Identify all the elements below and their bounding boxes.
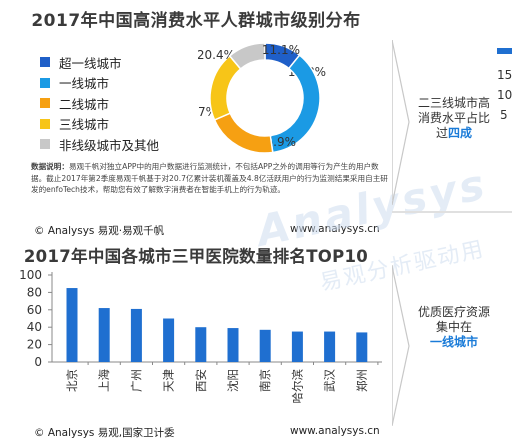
donut-slice bbox=[213, 112, 274, 154]
donut-chart: 10.8%36.9%20.7%20.4%11.1% bbox=[198, 42, 326, 154]
legend-item: 非线级城市及其他 bbox=[40, 134, 159, 155]
partial-bar bbox=[497, 48, 512, 54]
bar bbox=[324, 331, 336, 362]
donut-slice bbox=[228, 42, 266, 70]
x-tick-label: 北京 bbox=[65, 369, 79, 392]
partial-tick-1: 15 bbox=[497, 68, 512, 82]
legend-label: 三线城市 bbox=[59, 117, 110, 133]
chevron-arrow-icon-2 bbox=[392, 266, 410, 426]
website-footer-2: www.analysys.cn bbox=[290, 425, 380, 437]
bar bbox=[259, 329, 271, 362]
source-footer: © Analysys 易观·易观千帆 bbox=[34, 225, 165, 237]
donut-legend: 超一线城市一线城市二线城市三线城市非线级城市及其他 bbox=[40, 52, 159, 155]
x-tick-label: 哈尔滨 bbox=[290, 369, 304, 404]
section-separator bbox=[392, 211, 512, 213]
chevron-arrow-icon bbox=[392, 40, 410, 205]
x-tick-label: 上海 bbox=[97, 369, 111, 392]
divider-bottom bbox=[392, 265, 393, 425]
divider-top bbox=[392, 40, 393, 200]
x-tick-label: 天津 bbox=[162, 369, 176, 392]
bar bbox=[227, 328, 239, 362]
bar bbox=[356, 332, 368, 362]
bar-chart-title: 2017年中国各城市三甲医院数量排名TOP10 bbox=[23, 247, 369, 266]
legend-swatch bbox=[40, 77, 50, 88]
bar bbox=[195, 327, 207, 362]
callout-text-2: 优质医疗资源集中在 bbox=[418, 305, 491, 334]
donut-slice bbox=[209, 54, 242, 121]
legend-label: 二线城市 bbox=[59, 96, 110, 112]
data-note-label: 数据说明： bbox=[31, 162, 69, 171]
y-tick-label: 20 bbox=[27, 338, 42, 352]
donut-value-label: 20.4% bbox=[198, 48, 235, 62]
bar-chart: 0 20 40 60 80 100 北京 上海 广州 天津 西安 沈阳 南京 哈尔滨 武汉 郑州 bbox=[19, 268, 382, 404]
x-tick-label: 武汉 bbox=[323, 369, 337, 392]
x-tick-label: 西安 bbox=[194, 369, 208, 392]
bar bbox=[130, 308, 142, 362]
callout-text-1: 二三线城市高消费水平占比过 bbox=[418, 96, 491, 140]
x-tick-label: 沈阳 bbox=[226, 369, 240, 392]
legend-swatch bbox=[40, 118, 50, 129]
partial-tick-3: 5 bbox=[500, 108, 508, 122]
y-tick-label: 100 bbox=[19, 268, 42, 282]
bar bbox=[98, 308, 110, 362]
source-footer-2: © Analysys 易观,国家卫计委 bbox=[34, 427, 175, 439]
x-tick-label: 南京 bbox=[258, 369, 272, 392]
partial-tick-2: 10 bbox=[497, 88, 512, 102]
bar bbox=[291, 331, 303, 362]
bar bbox=[66, 288, 78, 362]
y-tick-label: 80 bbox=[27, 285, 42, 299]
data-note: 数据说明：易观千帆对独立APP中的用户数据进行监测统计，不包括APP之外的调用等… bbox=[31, 161, 391, 196]
x-tick-label: 广州 bbox=[129, 369, 143, 392]
legend-label: 非线级城市及其他 bbox=[59, 137, 160, 153]
callout-insight-1: 二三线城市高消费水平占比过四成 bbox=[418, 96, 490, 141]
legend-item: 二线城市 bbox=[40, 93, 159, 114]
data-note-text: 易观千帆对独立APP中的用户数据进行监测统计，不包括APP之外的调用等行为产生的… bbox=[31, 162, 388, 194]
x-tick-label: 郑州 bbox=[355, 369, 369, 392]
donut-value-label: 11.1% bbox=[262, 43, 300, 57]
legend-label: 一线城市 bbox=[59, 76, 110, 92]
callout-highlight-1: 四成 bbox=[448, 126, 473, 140]
legend-item: 三线城市 bbox=[40, 114, 159, 135]
legend-item: 超一线城市 bbox=[40, 52, 159, 73]
bar bbox=[163, 318, 175, 362]
y-tick-label: 60 bbox=[27, 303, 42, 317]
callout-highlight-2: 一线城市 bbox=[429, 335, 478, 349]
legend-swatch bbox=[40, 98, 50, 109]
legend-item: 一线城市 bbox=[40, 73, 159, 94]
y-tick-label: 0 bbox=[34, 355, 42, 369]
legend-swatch bbox=[40, 57, 50, 68]
legend-swatch bbox=[40, 139, 50, 150]
legend-label: 超一线城市 bbox=[59, 55, 122, 71]
y-tick-label: 40 bbox=[27, 320, 42, 334]
callout-insight-2: 优质医疗资源集中在 一线城市 bbox=[418, 305, 490, 350]
website-footer: www.analysys.cn bbox=[290, 223, 380, 235]
donut-chart-title: 2017年中国高消费水平人群城市级别分布 bbox=[31, 11, 361, 31]
